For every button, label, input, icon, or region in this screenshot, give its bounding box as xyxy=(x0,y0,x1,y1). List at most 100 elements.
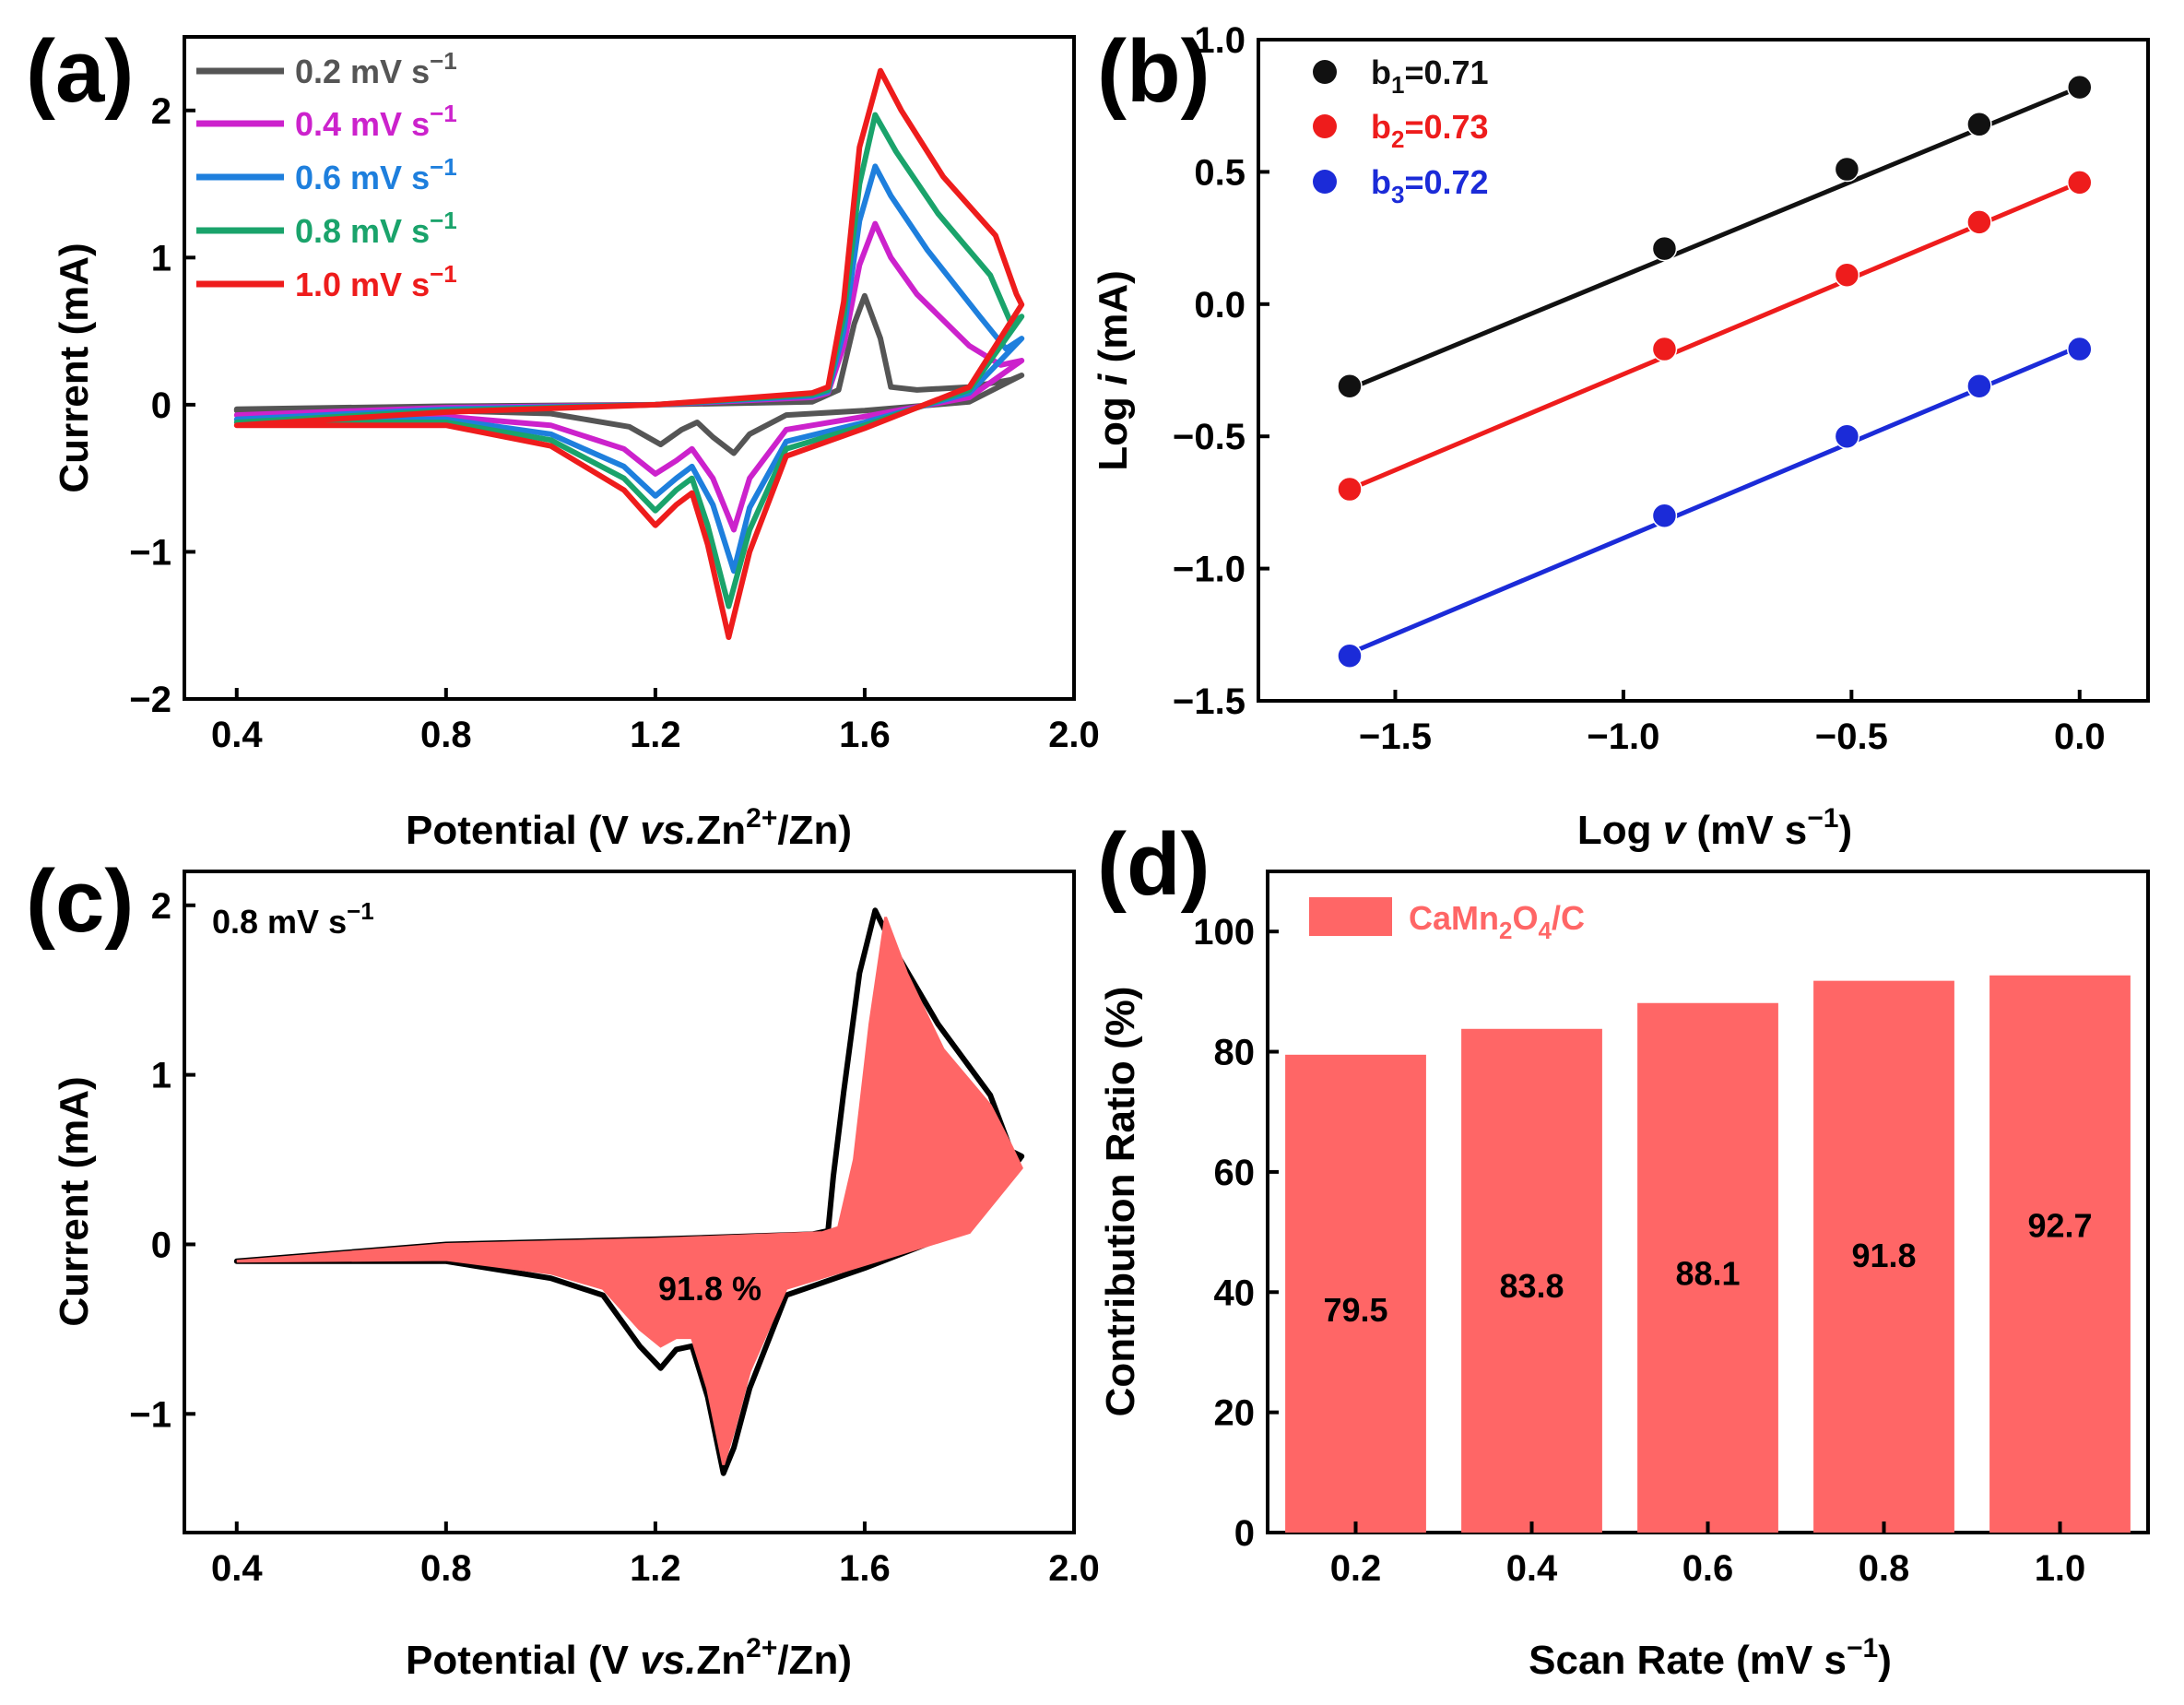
panel-c-x-ticklabel-1.2: 1.2 xyxy=(630,1548,681,1589)
panel-c-xticks: 0.4 0.8 1.2 1.6 2.0 xyxy=(211,1521,1100,1589)
panel-b-x-ticklabel-−1.0: −1.0 xyxy=(1587,716,1659,757)
panel-c-y-ticklabel-2: 2 xyxy=(151,886,171,927)
panel-c-y-ticklabel-1: 1 xyxy=(151,1056,171,1096)
panel-b-x-ticklabel-0.0: 0.0 xyxy=(2054,716,2106,757)
legend-marker-b1 xyxy=(1313,60,1337,84)
panel-c-curves xyxy=(233,907,1025,1476)
panel-c-xlabel: Potential (V vs.Zn2+/Zn) xyxy=(406,1633,852,1683)
panel-a-y-ticklabel-−2: −2 xyxy=(129,680,171,720)
panel-a-yticks: −2 −1 0 1 2 xyxy=(129,91,195,720)
panel-d-label: (d) xyxy=(1097,815,1210,914)
panel-c-frame xyxy=(183,870,1076,1534)
point-b1-3 xyxy=(1966,112,1992,137)
panel-a-y-ticklabel-−1: −1 xyxy=(129,532,171,573)
point-b3-1 xyxy=(1651,503,1678,528)
panel-c-ylabel: Current (mA) xyxy=(52,1076,97,1326)
legend-swatch-camn2o4 xyxy=(1309,897,1392,936)
panel-a-ylabel: Current (mA) xyxy=(52,243,97,492)
panel-a-y-ticklabel-2: 2 xyxy=(151,91,171,132)
panel-b-points xyxy=(1337,74,2093,669)
panel-a-y-ticklabel-0: 0 xyxy=(151,385,171,426)
point-b3-4 xyxy=(2067,336,2093,362)
legend-marker-b2 xyxy=(1313,114,1337,138)
panel-d-x-ticklabel-0.2: 0.2 xyxy=(1330,1548,1382,1589)
panel-b-y-ticklabel-−1.0: −1.0 xyxy=(1173,550,1245,590)
point-b1-0 xyxy=(1337,373,1363,399)
panel-a-legend: 0.2 mV s−1 0.4 mV s−1 0.6 mV s−1 0.8 mV … xyxy=(196,47,457,303)
panel-b-x-ticklabel-−1.5: −1.5 xyxy=(1359,716,1432,757)
panel-b-y-ticklabel-0.5: 0.5 xyxy=(1194,152,1245,193)
bar-value-0.8: 91.8 xyxy=(1851,1237,1916,1274)
panel-d-x-ticklabel-0.4: 0.4 xyxy=(1506,1548,1558,1589)
legend-marker-b3 xyxy=(1313,170,1337,194)
bar-0.8 xyxy=(1813,980,1954,1533)
point-b2-4 xyxy=(2067,170,2093,195)
legend-label-0.6: 0.6 mV s−1 xyxy=(295,153,457,196)
panel-c-x-ticklabel-0.8: 0.8 xyxy=(420,1548,472,1589)
panel-b-yticks: −1.5 −1.0 −0.5 0.0 0.5 1.0 xyxy=(1173,20,1269,722)
panel-c-rate-label: 0.8 mV s−1 xyxy=(212,897,374,941)
panel-d-y-ticklabel-20: 20 xyxy=(1214,1393,1256,1434)
panel-a-xlabel: Potential (V vs.Zn2+/Zn) xyxy=(406,803,852,853)
legend-label-b2: b2=0.73 xyxy=(1371,108,1489,153)
panel-a-x-ticklabel-1.2: 1.2 xyxy=(630,715,681,755)
point-b1-1 xyxy=(1651,235,1678,262)
bar-value-1.0: 92.7 xyxy=(2027,1207,2092,1245)
panel-b-ylabel: Log i (mA) xyxy=(1091,270,1136,471)
panel-b-xlabel: Log v (mV s−1) xyxy=(1577,803,1852,853)
panel-d-x-ticklabel-0.8: 0.8 xyxy=(1859,1548,1910,1589)
panel-b-y-ticklabel-1.0: 1.0 xyxy=(1194,20,1245,61)
legend-item-0: 0.2 mV s−1 xyxy=(196,47,457,90)
point-b2-0 xyxy=(1337,476,1363,503)
panel-d-y-ticklabel-80: 80 xyxy=(1214,1033,1256,1073)
panel-d-y-ticklabel-60: 60 xyxy=(1214,1153,1256,1193)
panel-b-fit-lines xyxy=(1349,85,2081,656)
panel-a-x-ticklabel-1.6: 1.6 xyxy=(839,715,891,755)
panel-d-legend: CaMn2O4/C xyxy=(1309,897,1585,944)
legend-label-1.0: 1.0 mV s−1 xyxy=(295,260,457,303)
panel-b-y-ticklabel-0.0: 0.0 xyxy=(1194,285,1245,326)
cv-curve-0.2 xyxy=(233,292,1025,456)
panel-d-bars xyxy=(1285,975,2131,1533)
legend-label-0.2: 0.2 mV s−1 xyxy=(295,47,457,90)
legend-label-b1: b1=0.71 xyxy=(1371,53,1489,99)
bar-0.2 xyxy=(1285,1054,1426,1533)
point-b3-3 xyxy=(1966,373,1992,399)
panel-d-y-ticklabel-40: 40 xyxy=(1214,1273,1256,1313)
panel-c: (c) 0.4 0.8 1.2 1.6 2.0 −1 0 1 2 0.8 mV s−1 91.… xyxy=(26,852,1100,1683)
panel-a: (a) 0.4 0.8 1.2 1.6 2.0 −2 −1 0 1 2 0.2 mV s−1 0… xyxy=(26,22,1100,853)
panel-a-x-ticklabel-2.0: 2.0 xyxy=(1048,715,1100,755)
panel-b-frame xyxy=(1257,38,2150,703)
panel-b-xticks: −1.5 −1.0 −0.5 0.0 xyxy=(1359,690,2106,757)
point-b1-2 xyxy=(1834,156,1860,183)
point-b1-4 xyxy=(2067,74,2093,101)
panel-d-ylabel: Contribution Ratio (%) xyxy=(1098,987,1143,1417)
capacitive-area xyxy=(236,917,1023,1465)
point-b3-0 xyxy=(1337,643,1363,669)
panel-b-label: (b) xyxy=(1097,22,1210,121)
bar-0.4 xyxy=(1461,1028,1602,1533)
panel-d-y-ticklabel-0: 0 xyxy=(1234,1513,1255,1554)
panel-a-y-ticklabel-1: 1 xyxy=(151,238,171,278)
panel-b: (b) −1.5 −1.0 −0.5 0.0 −1.5 −1.0 −0.5 0.0 0.5 1.… xyxy=(1091,20,2150,853)
legend-item-3: 0.8 mV s−1 xyxy=(196,207,457,250)
panel-a-xticks: 0.4 0.8 1.2 1.6 2.0 xyxy=(211,688,1100,755)
point-b2-1 xyxy=(1651,336,1678,362)
panel-a-x-ticklabel-0.4: 0.4 xyxy=(211,715,263,755)
legend-item-2: 0.6 mV s−1 xyxy=(196,153,457,196)
panel-b-x-ticklabel-−0.5: −0.5 xyxy=(1815,716,1888,757)
panel-c-x-ticklabel-0.4: 0.4 xyxy=(211,1548,263,1589)
panel-b-y-ticklabel-−0.5: −0.5 xyxy=(1173,417,1245,457)
legend-label-camn2o4: CaMn2O4/C xyxy=(1409,899,1585,944)
legend-label-0.4: 0.4 mV s−1 xyxy=(295,100,457,143)
panel-d-xlabel: Scan Rate (mV s−1) xyxy=(1529,1633,1892,1683)
panel-c-x-ticklabel-1.6: 1.6 xyxy=(839,1548,891,1589)
cv-curve-1.0 xyxy=(233,67,1025,640)
legend-item-b3: b3=0.72 xyxy=(1313,163,1489,208)
panel-c-yticks: −1 0 1 2 xyxy=(129,886,195,1435)
panel-d-x-ticklabel-0.6: 0.6 xyxy=(1682,1548,1734,1589)
bar-value-0.6: 88.1 xyxy=(1675,1255,1740,1293)
panel-a-curves xyxy=(233,67,1025,640)
panel-a-label: (a) xyxy=(26,22,134,121)
panel-c-label: (c) xyxy=(26,852,134,951)
